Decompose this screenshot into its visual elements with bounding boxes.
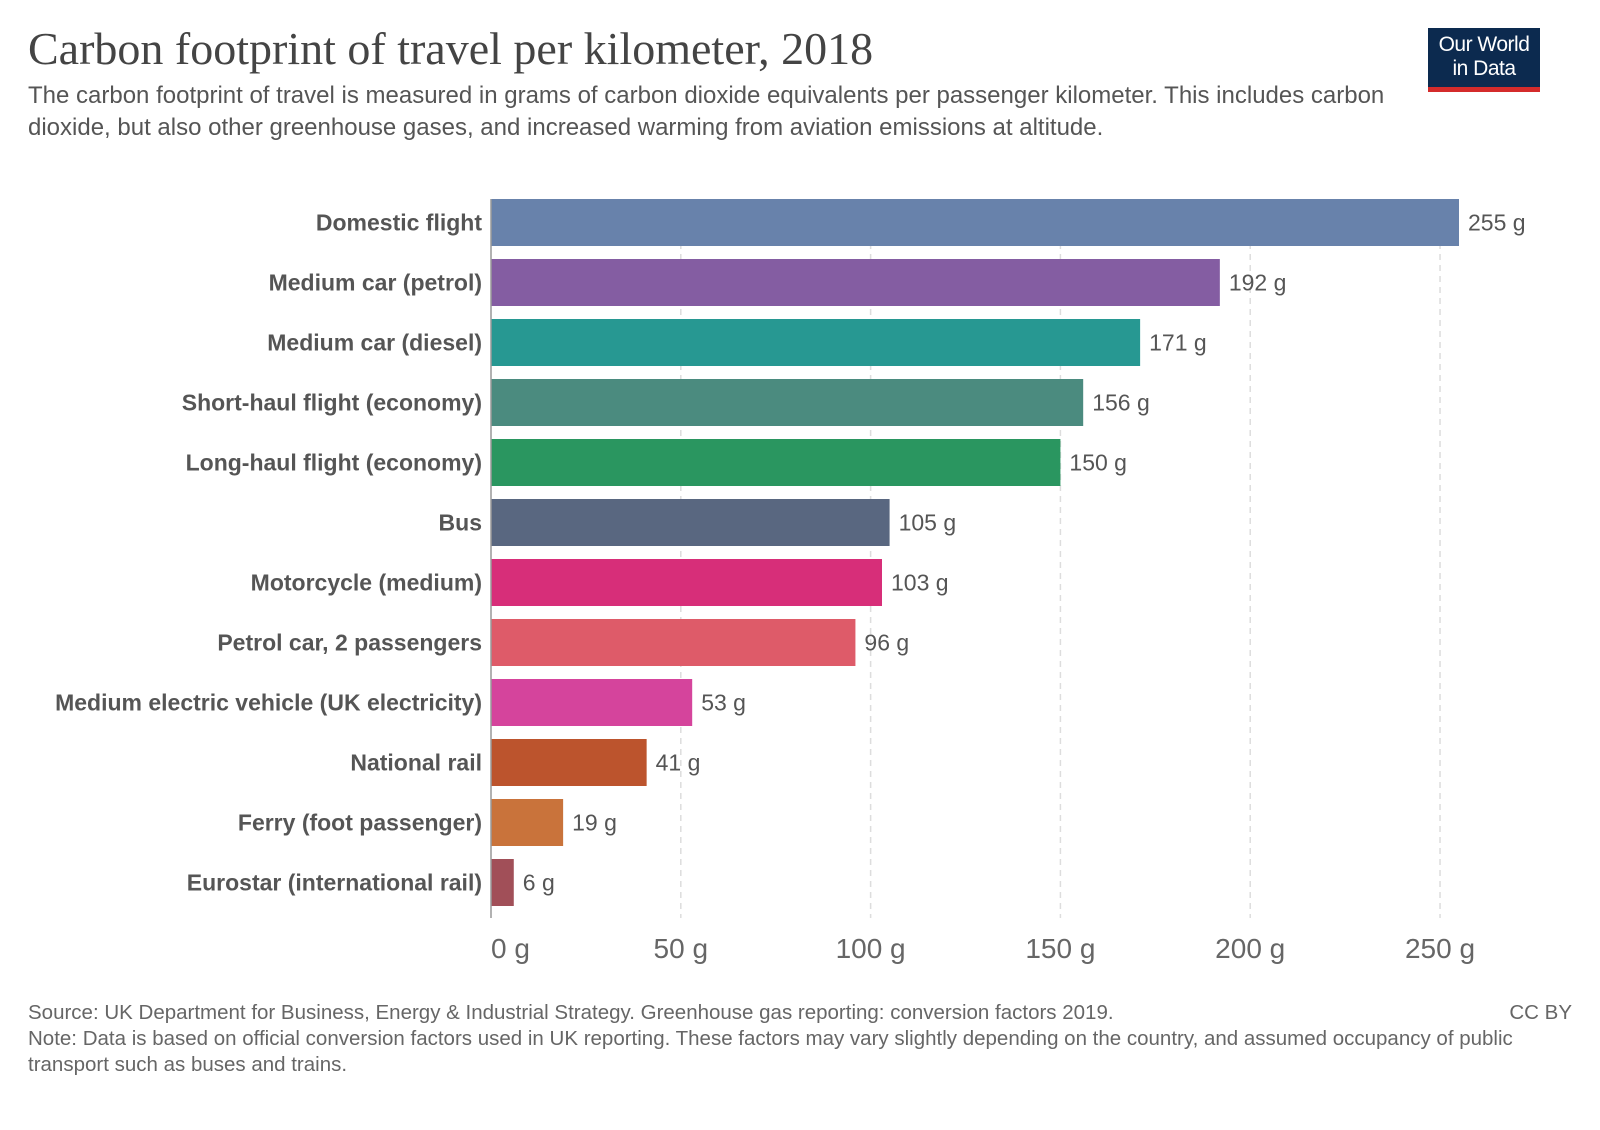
category-label: Petrol car, 2 passengers bbox=[217, 630, 482, 656]
category-label: Medium car (diesel) bbox=[267, 330, 482, 356]
bar-0[interactable] bbox=[491, 199, 1459, 246]
category-label: Domestic flight bbox=[316, 210, 482, 236]
category-label: Medium car (petrol) bbox=[269, 270, 482, 296]
value-label: 171 g bbox=[1149, 330, 1207, 356]
tick-label: 50 g bbox=[654, 933, 709, 964]
bar-11[interactable] bbox=[491, 859, 514, 906]
bar-8[interactable] bbox=[491, 679, 693, 726]
category-label: Long-haul flight (economy) bbox=[186, 450, 482, 476]
value-label: 255 g bbox=[1468, 210, 1526, 236]
category-label: Medium electric vehicle (UK electricity) bbox=[55, 690, 482, 716]
value-label: 19 g bbox=[572, 810, 617, 836]
value-label: 53 g bbox=[701, 690, 746, 716]
logo-line-2: in Data bbox=[1452, 57, 1516, 80]
chart-footer: Source: UK Department for Business, Ener… bbox=[28, 1000, 1548, 1078]
bar-3[interactable] bbox=[491, 379, 1084, 426]
license-link[interactable]: CC BY bbox=[1509, 1001, 1572, 1024]
category-label: Motorcycle (medium) bbox=[251, 570, 482, 596]
source-text: Source: UK Department for Business, Ener… bbox=[28, 1001, 1114, 1024]
value-label: 41 g bbox=[656, 750, 701, 776]
value-label: 156 g bbox=[1092, 390, 1150, 416]
category-label: Short-haul flight (economy) bbox=[182, 390, 482, 416]
note-text: Note: Data is based on official conversi… bbox=[28, 1027, 1513, 1076]
category-label: Eurostar (international rail) bbox=[187, 870, 482, 896]
value-label: 103 g bbox=[891, 570, 949, 596]
tick-label: 200 g bbox=[1215, 933, 1285, 964]
bar-2[interactable] bbox=[491, 319, 1141, 366]
category-label: Bus bbox=[439, 510, 482, 536]
bar-chart: Domestic flight 255 g Medium car (petrol) 1… bbox=[55, 199, 1526, 964]
category-label: Ferry (foot passenger) bbox=[238, 810, 482, 836]
bar-6[interactable] bbox=[491, 559, 882, 606]
value-label: 105 g bbox=[899, 510, 957, 536]
value-label: 192 g bbox=[1229, 270, 1287, 296]
bar-10[interactable] bbox=[491, 799, 564, 846]
tick-label: 250 g bbox=[1405, 933, 1475, 964]
bar-4[interactable] bbox=[491, 439, 1061, 486]
category-label: National rail bbox=[350, 750, 482, 776]
chart-subtitle: The carbon footprint of travel is measur… bbox=[28, 82, 1385, 141]
value-label: 6 g bbox=[523, 870, 555, 896]
tick-label: 150 g bbox=[1025, 933, 1095, 964]
bar-1[interactable] bbox=[491, 259, 1220, 306]
bar-5[interactable] bbox=[491, 499, 890, 546]
value-label: 96 g bbox=[864, 630, 909, 656]
value-label: 150 g bbox=[1069, 450, 1127, 476]
logo-line-1: Our World bbox=[1438, 33, 1530, 56]
chart-title: Carbon footprint of travel per kilometer… bbox=[28, 23, 874, 74]
tick-label: 100 g bbox=[836, 933, 906, 964]
bar-7[interactable] bbox=[491, 619, 856, 666]
bar-9[interactable] bbox=[491, 739, 647, 786]
owid-logo[interactable]: Our World in Data bbox=[1428, 28, 1540, 92]
tick-label: 0 g bbox=[491, 933, 530, 964]
